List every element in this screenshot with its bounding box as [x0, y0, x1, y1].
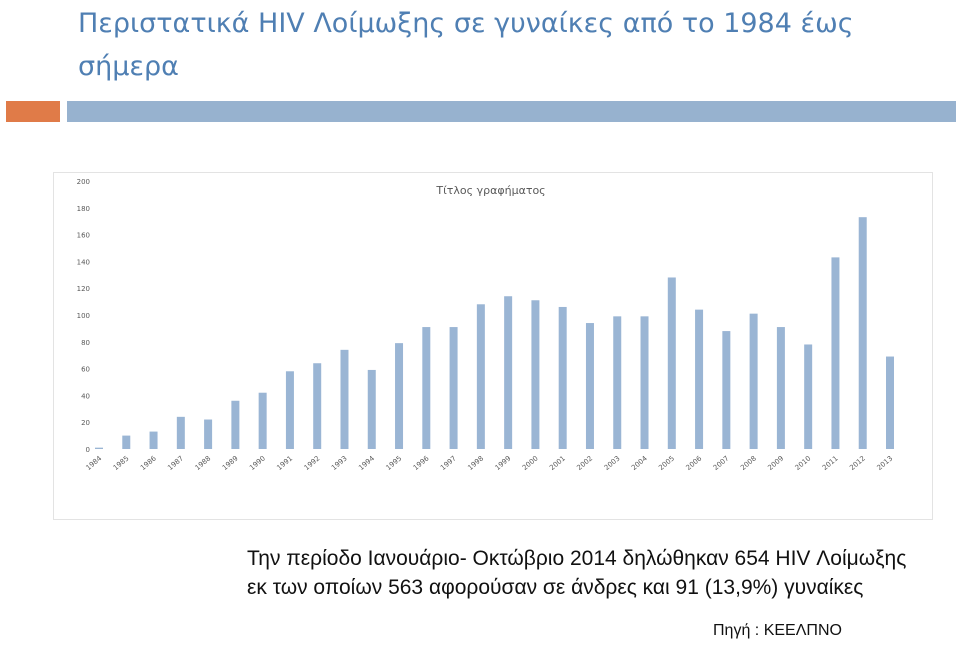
- bar-1998: [476, 304, 485, 449]
- bar-2009: [776, 327, 785, 449]
- x-tick-label: 2006: [685, 454, 704, 472]
- bar-2003: [613, 316, 622, 449]
- x-tick-label: 1991: [275, 454, 294, 472]
- x-tick-label: 2004: [630, 454, 649, 472]
- x-tick-label: 2003: [603, 454, 622, 472]
- bar-1994: [367, 369, 376, 449]
- chart-frame: Τίτλος γραφήματος 0 20 40 60 80 100 120 140 160 1…: [53, 172, 933, 520]
- bar-2011: [831, 257, 840, 449]
- x-tick-label: 1987: [166, 454, 185, 472]
- x-tick-label: 1995: [385, 454, 404, 472]
- x-tick-label: 1984: [84, 454, 103, 472]
- y-tick-label: 20: [81, 419, 90, 427]
- bar-1995: [395, 343, 404, 449]
- x-tick-label: 1997: [439, 454, 458, 472]
- bar-1992: [313, 363, 322, 449]
- bar-1986: [149, 431, 158, 449]
- bar-1989: [231, 400, 240, 449]
- bar-1988: [204, 419, 213, 449]
- x-tick-label: 2007: [712, 454, 731, 472]
- bar-1999: [504, 296, 513, 449]
- bar-1993: [340, 349, 349, 449]
- bar-2010: [804, 344, 813, 449]
- bar-1984: [95, 447, 103, 449]
- bar-2005: [667, 277, 676, 449]
- y-tick-label: 100: [77, 312, 90, 320]
- x-tick-label: 1989: [221, 454, 240, 472]
- x-tick-label: 2009: [766, 454, 785, 472]
- summary-text: Την περίοδο Ιανουάριο- Οκτώβριο 2014 δηλ…: [247, 547, 907, 599]
- x-tick-label: 1993: [330, 454, 349, 472]
- x-tick-label: 2008: [739, 454, 758, 472]
- x-tick-label: 1988: [194, 454, 213, 472]
- y-tick-label: 40: [81, 392, 90, 400]
- bar-2001: [558, 306, 567, 449]
- x-tick-label: 2011: [821, 454, 840, 472]
- x-tick-label: 2005: [657, 454, 676, 472]
- bar-2006: [695, 309, 704, 449]
- bar-1985: [122, 435, 131, 449]
- bar-1997: [449, 327, 458, 449]
- accent-bar-orange: [6, 101, 60, 122]
- bar-2007: [722, 331, 731, 449]
- bar-1990: [258, 392, 267, 449]
- x-tick-label: 1994: [357, 454, 376, 472]
- bar-2004: [640, 316, 649, 449]
- y-tick-label: 60: [81, 366, 90, 374]
- y-tick-label: 200: [77, 178, 90, 186]
- y-tick-label: 120: [77, 285, 90, 293]
- x-tick-label: 2000: [521, 454, 540, 472]
- y-tick-label: 140: [77, 258, 90, 266]
- x-tick-label: 1999: [494, 454, 513, 472]
- accent-bar-blue: [67, 101, 956, 122]
- bar-2002: [585, 323, 594, 449]
- x-tick-label: 1992: [303, 454, 322, 472]
- x-tick-label: 2002: [575, 454, 594, 472]
- x-tick-label: 1986: [139, 454, 158, 472]
- slide-title: Περιστατικά HIV Λοίμωξης σε γυναίκες από…: [78, 8, 854, 82]
- x-tick-label: 1996: [412, 454, 431, 472]
- bar-chart: Τίτλος γραφήματος 0 20 40 60 80 100 120 140 160 1…: [77, 178, 895, 472]
- bar-1987: [176, 416, 185, 449]
- chart-title: Τίτλος γραφήματος: [435, 184, 545, 197]
- bar-1996: [422, 327, 431, 449]
- y-tick-label: 0: [86, 446, 90, 454]
- bar-2012: [858, 217, 867, 449]
- source-label: Πηγή : ΚΕΕΛΠΝΟ: [713, 622, 842, 639]
- y-tick-label: 160: [77, 232, 90, 240]
- y-tick-label: 80: [81, 339, 90, 347]
- x-tick-label: 2013: [875, 454, 894, 472]
- bar-2000: [531, 300, 540, 449]
- bar-1991: [285, 371, 294, 449]
- x-tick-label: 2010: [794, 454, 813, 472]
- x-tick-label: 1990: [248, 454, 267, 472]
- y-tick-label: 180: [77, 205, 90, 213]
- x-tick-label: 2001: [548, 454, 567, 472]
- x-tick-label: 2012: [848, 454, 867, 472]
- x-tick-label: 1985: [112, 454, 131, 472]
- x-tick-label: 1998: [466, 454, 485, 472]
- bar-2013: [886, 356, 894, 449]
- bar-2008: [749, 313, 758, 449]
